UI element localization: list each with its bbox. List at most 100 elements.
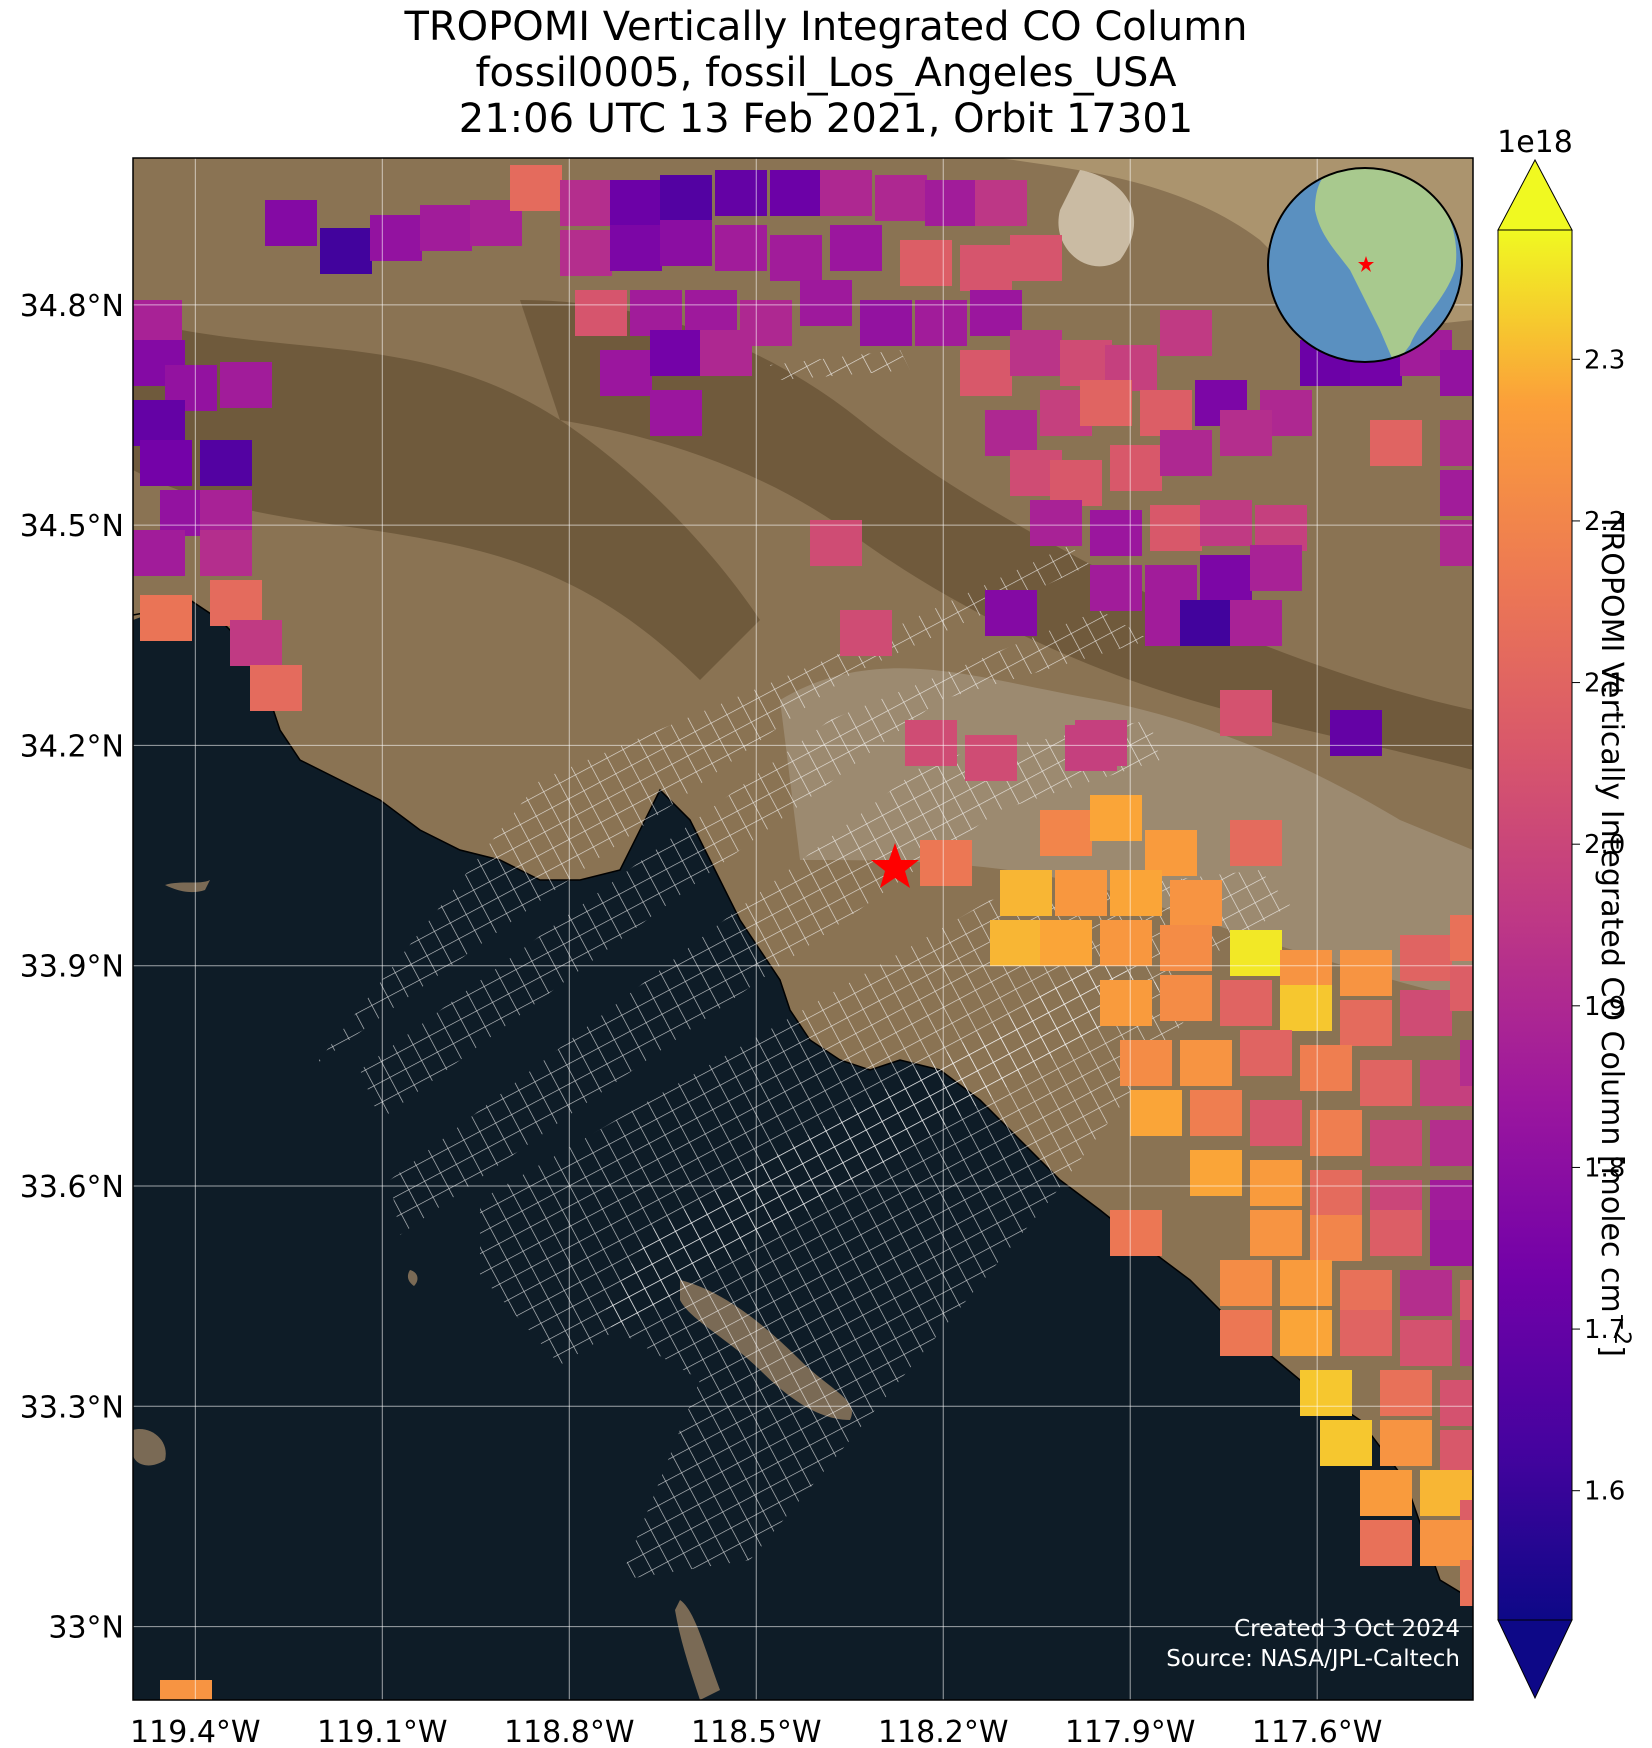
co-pixel <box>1310 1170 1362 1216</box>
mountain-range-east <box>520 300 1473 770</box>
co-pixel <box>1140 390 1192 436</box>
y-tick-label: 33.9°N <box>20 950 124 985</box>
co-pixel <box>320 228 372 274</box>
co-pixel <box>1100 920 1152 966</box>
co-pixel <box>1460 1280 1473 1326</box>
co-pixel <box>560 180 612 226</box>
co-pixel <box>1255 505 1307 551</box>
colorbar-extend-bottom <box>1497 1619 1573 1700</box>
co-pixel <box>200 440 252 486</box>
co-pixel <box>1130 1090 1182 1136</box>
co-pixel <box>140 595 192 641</box>
colorbar-tick-label: 2.0 <box>1584 830 1625 860</box>
colorbar-tick-label: 1.9 <box>1584 992 1625 1022</box>
co-pixel <box>1370 1120 1422 1166</box>
co-pixel <box>820 170 872 216</box>
co-pixel <box>1240 1030 1292 1076</box>
co-pixel <box>715 225 767 271</box>
co-pixel <box>1440 420 1473 466</box>
co-pixel <box>1060 340 1112 386</box>
co-pixel <box>1440 520 1473 566</box>
y-tick-label: 34.2°N <box>20 729 124 764</box>
co-pixel <box>975 180 1027 226</box>
co-pixel <box>1145 830 1197 876</box>
co-pixel <box>650 390 702 436</box>
co-pixel <box>1160 430 1212 476</box>
co-pixel <box>210 580 262 626</box>
x-tick-label: 118.2°W <box>878 1715 1009 1748</box>
co-pixel <box>1430 1120 1473 1166</box>
colorbar-tick-label: 2.1 <box>1584 669 1625 699</box>
co-pixel <box>1300 1370 1352 1416</box>
santa-barbara-island <box>407 1270 418 1286</box>
co-pixel <box>1040 920 1092 966</box>
globe-north-america-icon <box>1267 167 1463 363</box>
x-tick-label: 119.1°W <box>317 1715 448 1748</box>
y-tick-label: 34.8°N <box>20 289 124 324</box>
co-pixel <box>875 175 927 221</box>
colorbar-tick-label: 1.7 <box>1584 1315 1625 1345</box>
y-tick-label: 33°N <box>48 1611 124 1646</box>
co-pixel <box>1450 915 1473 961</box>
co-pixel <box>1110 870 1162 916</box>
x-tick-label: 117.9°W <box>1065 1715 1196 1748</box>
co-pixel <box>575 290 627 336</box>
co-pixel <box>1250 1160 1302 1206</box>
co-pixel <box>1440 1380 1473 1426</box>
co-pixel <box>700 330 752 376</box>
co-pixel <box>1190 1090 1242 1136</box>
co-pixel <box>1050 460 1102 506</box>
co-pixel <box>1160 310 1212 356</box>
co-pixel <box>220 362 272 408</box>
co-pixel <box>1200 500 1252 546</box>
co-pixel <box>915 300 967 346</box>
co-pixel <box>1280 985 1332 1031</box>
co-pixel <box>1460 1320 1473 1366</box>
x-tick-label: 118.8°W <box>504 1715 635 1748</box>
co-pixel <box>1230 930 1282 976</box>
title-line-3: 21:06 UTC 13 Feb 2021, Orbit 17301 <box>458 96 1194 142</box>
co-pixel <box>265 200 317 246</box>
y-tick-label: 34.5°N <box>20 509 124 544</box>
co-pixel <box>1220 1310 1272 1356</box>
co-pixel <box>1250 545 1302 591</box>
co-pixel <box>965 735 1017 781</box>
co-pixel <box>1220 410 1272 456</box>
mountain-range-west <box>133 320 760 680</box>
co-pixel <box>1460 1040 1473 1086</box>
x-tick-label: 117.6°W <box>1252 1715 1383 1748</box>
co-pixel <box>1440 470 1473 516</box>
colorbar: 1e18 2.3 2.2 2.1 2.0 1.9 1.8 1.7 1.6 TROPOMI Ve… <box>1497 125 1634 1700</box>
co-pixel <box>1360 1060 1412 1106</box>
co-pixel <box>250 665 302 711</box>
co-pixel <box>660 220 712 266</box>
co-pixel <box>1450 965 1473 1011</box>
co-pixel <box>1230 820 1282 866</box>
title-line-2: fossil0005, fossil_Los_Angeles_USA <box>475 50 1177 96</box>
co-pixel <box>1400 935 1452 981</box>
co-pixel <box>660 175 712 221</box>
co-pixel <box>1220 690 1272 736</box>
co-pixel <box>1380 1370 1432 1416</box>
co-pixel <box>1280 1260 1332 1306</box>
co-pixel <box>1310 1215 1362 1261</box>
co-pixel <box>1340 1310 1392 1356</box>
co-pixel <box>985 590 1037 636</box>
co-pixel <box>1230 600 1282 646</box>
co-pixel <box>970 290 1022 336</box>
co-pixel <box>1120 1040 1172 1086</box>
co-pixel <box>510 165 562 211</box>
co-pixel <box>1200 555 1252 601</box>
co-pixel <box>230 620 282 666</box>
co-pixel <box>133 400 185 446</box>
co-pixel <box>770 235 822 281</box>
co-pixel <box>1380 1420 1432 1466</box>
co-pixel <box>1370 1210 1422 1256</box>
colorbar-tick-label: 2.3 <box>1584 345 1625 375</box>
co-pixel <box>630 290 682 336</box>
co-pixel <box>610 180 662 226</box>
co-pixel <box>1090 510 1142 556</box>
co-pixel <box>1400 990 1452 1036</box>
co-pixel <box>715 170 767 216</box>
